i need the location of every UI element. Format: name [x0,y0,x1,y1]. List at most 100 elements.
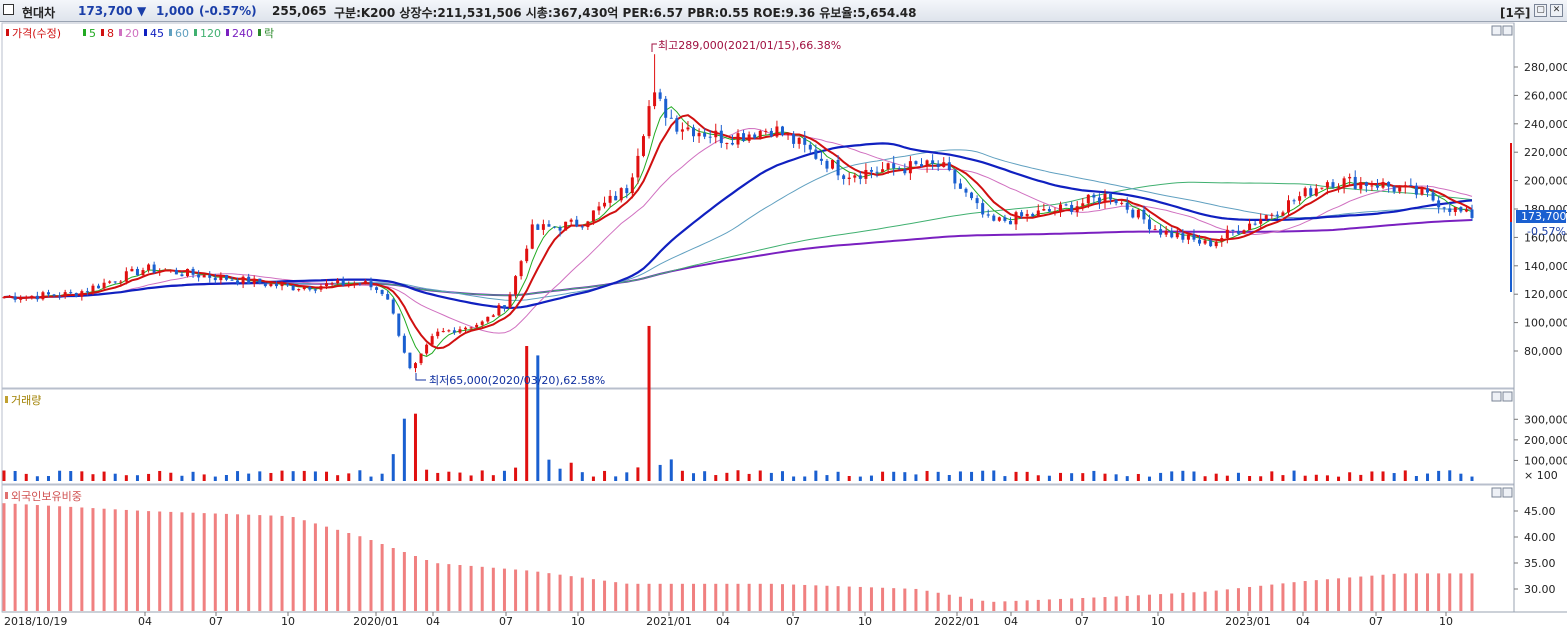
candle [397,313,401,338]
volume-bar [992,470,996,481]
price-y-tick: 120,000 [1524,288,1567,301]
volume-bar [1370,471,1374,481]
candle [1136,208,1140,220]
candle [603,196,607,209]
legend-item-2[interactable]: 8 [107,27,114,40]
candle [1225,225,1229,244]
x-axis-label: 10 [1439,615,1453,628]
foreign-holding-bar [736,583,740,611]
volume-bar [2,470,6,481]
price-panel-close-button[interactable] [1502,25,1513,36]
volume-bar [35,476,39,481]
foreign-panel-close-button[interactable] [1502,487,1513,498]
legend-item-3[interactable]: 20 [125,27,139,40]
foreign-holding-bar [247,514,251,611]
price-panel-restore-button[interactable] [1491,25,1502,36]
candle [858,171,862,185]
volume-bar [1281,475,1285,481]
candle [547,220,551,227]
volume-bar [1114,474,1118,481]
candle [1220,235,1224,247]
candle [1414,182,1418,199]
legend-item-1[interactable]: 5 [89,27,96,40]
candle [680,122,684,140]
x-axis-label: 2023/01 [1225,615,1271,628]
volume-bar [391,454,395,481]
period-selector[interactable]: [1주] [1500,6,1531,20]
current-price-tag [1516,210,1566,223]
minimize-button[interactable]: ▢ [1534,4,1547,17]
x-axis-label: 07 [499,615,513,628]
candle [1236,225,1240,235]
volume-bar [647,325,651,481]
legend-item-4[interactable]: 45 [150,27,164,40]
legend-item-8[interactable]: 락 [264,27,274,40]
foreign-holding-bar [35,505,39,611]
legend-marker-4 [144,29,147,36]
foreign-holding-bar [1348,577,1352,611]
x-axis-label: 07 [1369,615,1383,628]
stock-name[interactable]: 현대차 [22,6,56,20]
close-button[interactable]: ✕ [1550,4,1563,17]
volume-bar [91,474,95,481]
candle [336,278,340,285]
legend-item-7[interactable]: 240 [232,27,253,40]
candle [753,132,757,140]
candle [1381,178,1385,190]
foreign-holding-bar [1114,596,1118,611]
foreign-holding-bar [480,566,484,611]
volume-bar [803,476,807,481]
volume-panel-close-button[interactable] [1502,391,1513,402]
volume-bar [936,471,940,481]
volume-bar [1081,473,1085,481]
legend-item-5[interactable]: 60 [175,27,189,40]
foreign-holding-bar [547,573,551,611]
candle [363,279,367,285]
foreign-holding-bar [836,586,840,611]
candle [502,305,506,312]
foreign-holding-bar [258,515,262,611]
candle [1370,180,1374,192]
candle [297,288,301,292]
candle [19,295,23,303]
candle [24,295,28,301]
legend-marker-5 [169,29,172,36]
candle [258,278,262,285]
candle [719,124,723,148]
volume-bar [925,470,929,481]
foreign-holding-bar [24,504,28,611]
candle [1331,179,1335,189]
foreign-y-tick: 45.00 [1524,505,1556,518]
volume-bar [1203,476,1207,481]
volume-bar [1025,471,1029,481]
volume-bar [302,470,306,481]
foreign-holding-bar [958,596,962,611]
foreign-holding-bar [291,517,295,611]
candle [675,115,679,135]
candle [692,124,696,143]
volume-bar [436,472,440,481]
foreign-holding-bar [1459,573,1463,611]
foreign-holding-bar [814,585,818,611]
foreign-panel-restore-button[interactable] [1491,487,1502,498]
volume-panel-restore-button[interactable] [1491,391,1502,402]
foreign-holding-bar [714,583,718,611]
candle [514,274,518,299]
candle [74,292,78,298]
foreign-holding-bar [1103,597,1107,611]
foreign-holding-bar [636,583,640,611]
foreign-holding-bar [669,583,673,611]
candle [58,292,62,300]
candle [658,88,662,102]
foreign-holding-bar [1170,593,1174,611]
select-checkbox[interactable] [3,4,14,15]
candle [792,131,796,148]
legend-item-6[interactable]: 120 [200,27,221,40]
volume-bar [1125,476,1129,481]
foreign-holding-bar [914,588,918,611]
candle [386,290,390,300]
candle [46,289,50,297]
foreign-holding-bar [1292,582,1296,611]
legend-item-0[interactable]: 가격(수정) [12,27,61,40]
